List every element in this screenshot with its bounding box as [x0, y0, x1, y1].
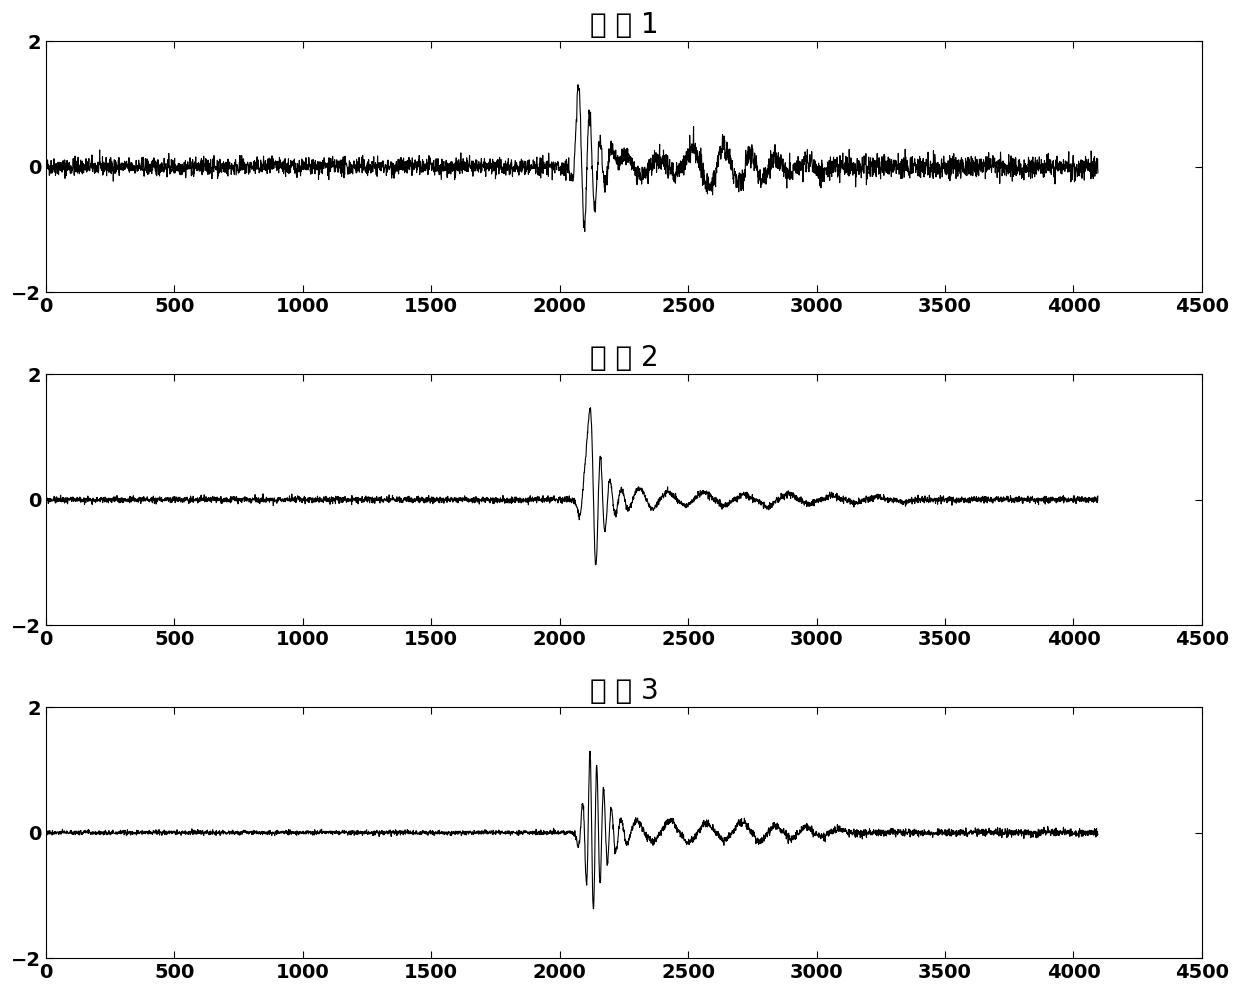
Title: 通 道 2: 通 道 2: [589, 344, 658, 372]
Title: 通 道 3: 通 道 3: [589, 677, 658, 705]
Title: 通 道 1: 通 道 1: [589, 11, 658, 39]
